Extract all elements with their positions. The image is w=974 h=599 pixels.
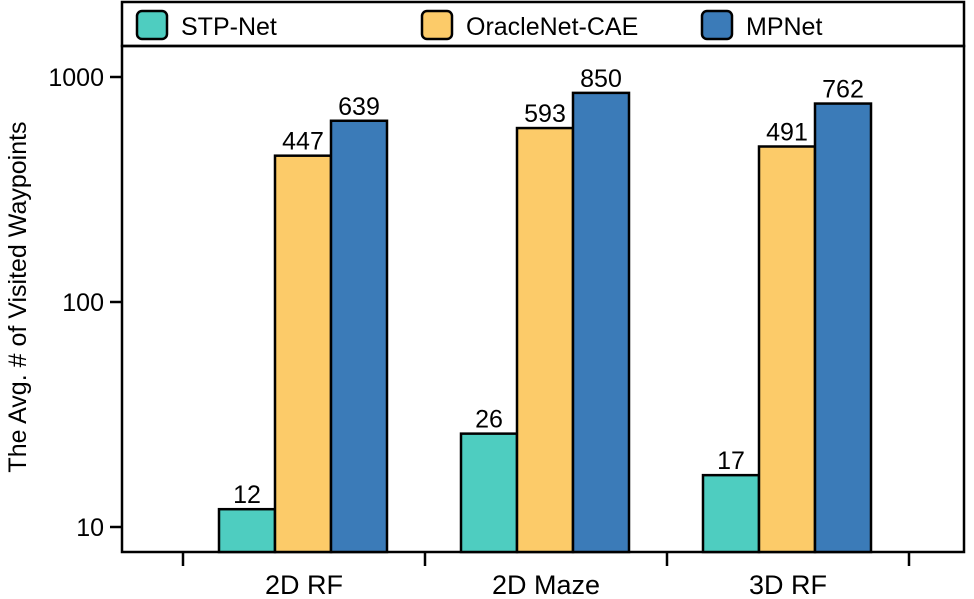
- legend-label-stp-net: STP-Net: [181, 13, 277, 41]
- bar-chart: STP-Net OracleNet-CAE MPNet 10 100 1000 2D R…: [0, 0, 974, 599]
- y-tick-label-1000: 1000: [48, 64, 104, 92]
- y-tick-label-100: 100: [62, 289, 104, 317]
- bar-stp-net-3d-rf: [703, 475, 759, 552]
- y-axis: 10 100 1000: [48, 64, 122, 542]
- bar-stp-net-2d-rf: [219, 509, 275, 552]
- y-tick-label-10: 10: [76, 514, 104, 542]
- data-label-mpnet-3d-rf: 762: [822, 76, 864, 104]
- data-label-oraclenet-cae-2d-maze: 593: [524, 100, 566, 128]
- data-label-oraclenet-cae-3d-rf: 491: [766, 119, 808, 147]
- legend-label-oraclenet-cae: OracleNet-CAE: [466, 13, 638, 41]
- data-label-mpnet-2d-rf: 639: [338, 93, 380, 121]
- y-axis-label: The Avg. # of Visited Waypoints: [4, 121, 32, 472]
- data-label-stp-net-3d-rf: 17: [717, 447, 745, 475]
- bar-mpnet-3d-rf: [815, 104, 871, 552]
- legend-label-mpnet: MPNet: [746, 13, 822, 41]
- data-label-mpnet-2d-maze: 850: [580, 65, 622, 93]
- bar-mpnet-2d-maze: [573, 93, 629, 552]
- x-tick-label-2d-rf: 2D RF: [265, 570, 343, 599]
- legend-swatch-oraclenet-cae: [422, 11, 452, 39]
- data-label-oraclenet-cae-2d-rf: 447: [282, 128, 324, 156]
- x-tick-label-2d-maze: 2D Maze: [492, 570, 600, 599]
- bar-oraclenet-cae-2d-rf: [275, 156, 331, 552]
- bar-stp-net-2d-maze: [461, 434, 517, 552]
- legend: STP-Net OracleNet-CAE MPNet: [137, 11, 822, 41]
- legend-swatch-mpnet: [702, 11, 732, 39]
- bar-oraclenet-cae-3d-rf: [759, 147, 815, 552]
- bar-oraclenet-cae-2d-maze: [517, 128, 573, 552]
- legend-swatch-stp-net: [137, 11, 167, 39]
- data-label-stp-net-2d-maze: 26: [475, 406, 503, 434]
- data-label-stp-net-2d-rf: 12: [233, 481, 261, 509]
- x-axis: 2D RF 2D Maze 3D RF: [183, 552, 909, 599]
- x-tick-label-3d-rf: 3D RF: [749, 570, 827, 599]
- bar-mpnet-2d-rf: [331, 121, 387, 552]
- bars: [219, 93, 871, 552]
